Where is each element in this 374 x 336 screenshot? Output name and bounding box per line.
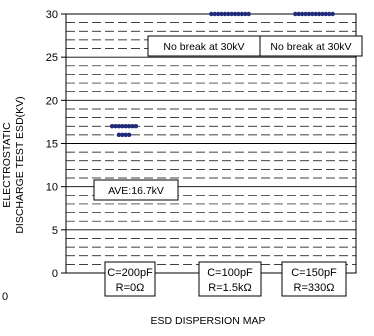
y-tick-label: 20	[46, 95, 58, 107]
data-point	[116, 132, 122, 138]
data-point	[226, 11, 231, 17]
y-tick-label: 10	[46, 182, 58, 194]
data-point	[327, 11, 332, 17]
data-point	[219, 11, 224, 17]
grid-layer	[66, 22, 356, 265]
data-point	[215, 11, 221, 17]
data-point	[296, 11, 301, 17]
category-layer: C=200pF R=0Ω C=100pF R=1.5kΩ C=150pF R=330Ω	[104, 261, 347, 297]
data-point	[232, 11, 238, 17]
data-point	[320, 11, 325, 17]
data-point	[120, 124, 125, 129]
data-point	[303, 11, 308, 17]
data-point	[109, 124, 115, 129]
data-point	[330, 11, 335, 17]
y-axis-label-line-2: DISCHARGE TEST ESD(KV)	[14, 96, 26, 233]
data-point	[130, 124, 135, 129]
data-point	[236, 11, 241, 17]
data-point	[306, 11, 312, 17]
data-point	[316, 11, 322, 17]
y-tick-label: 15	[46, 139, 58, 151]
annotation-layer: No break at 30kV No break at 30kV AVE:16.7…	[93, 35, 363, 201]
data-point	[123, 124, 128, 129]
data-point	[293, 11, 298, 17]
annotation-box	[259, 35, 363, 57]
data-point	[212, 11, 217, 17]
data-point	[120, 132, 125, 138]
category-label-line-1: C=150pF	[291, 267, 337, 279]
point-layer	[109, 11, 335, 138]
annotation-text: AVE:16.7kV	[108, 185, 164, 197]
corner-label: 0	[2, 291, 8, 303]
y-tick-label: 5	[52, 225, 58, 237]
category-label-line-2: R=1.5kΩ	[208, 282, 251, 294]
data-point	[116, 124, 122, 129]
category-label-line-2: R=330Ω	[294, 282, 335, 294]
category-label-line-1: C=200pF	[107, 267, 153, 279]
y-tick-label: 30	[46, 9, 58, 21]
label-layer: ELECTROSTATIC DISCHARGE TEST ESD(KV) ESD…	[1, 96, 265, 327]
data-point	[222, 11, 228, 17]
category-label-line-2: R=0Ω	[116, 282, 145, 294]
data-point	[209, 11, 214, 17]
annotation-text: No break at 30kV	[270, 41, 351, 53]
category-label-line-1: C=100pF	[207, 267, 253, 279]
y-tick-label: 0	[52, 268, 58, 280]
annotation-box	[93, 179, 179, 201]
category-box	[104, 261, 156, 297]
data-point	[123, 132, 128, 138]
x-axis-label: ESD DISPERSION MAP	[151, 315, 266, 327]
data-point	[299, 11, 305, 17]
y-tick-label: 25	[46, 52, 58, 64]
data-point	[113, 124, 118, 129]
annotation-text: No break at 30kV	[163, 41, 244, 53]
data-point	[126, 132, 132, 138]
data-point	[310, 11, 315, 17]
data-point	[133, 124, 139, 129]
data-point	[246, 11, 251, 17]
category-box	[198, 261, 262, 297]
data-point	[126, 124, 132, 129]
data-point	[313, 11, 318, 17]
data-point	[243, 11, 248, 17]
data-point	[323, 11, 329, 17]
data-point	[229, 11, 234, 17]
category-box	[281, 261, 347, 297]
data-point	[239, 11, 245, 17]
y-axis-label-line-1: ELECTROSTATIC	[1, 122, 13, 208]
